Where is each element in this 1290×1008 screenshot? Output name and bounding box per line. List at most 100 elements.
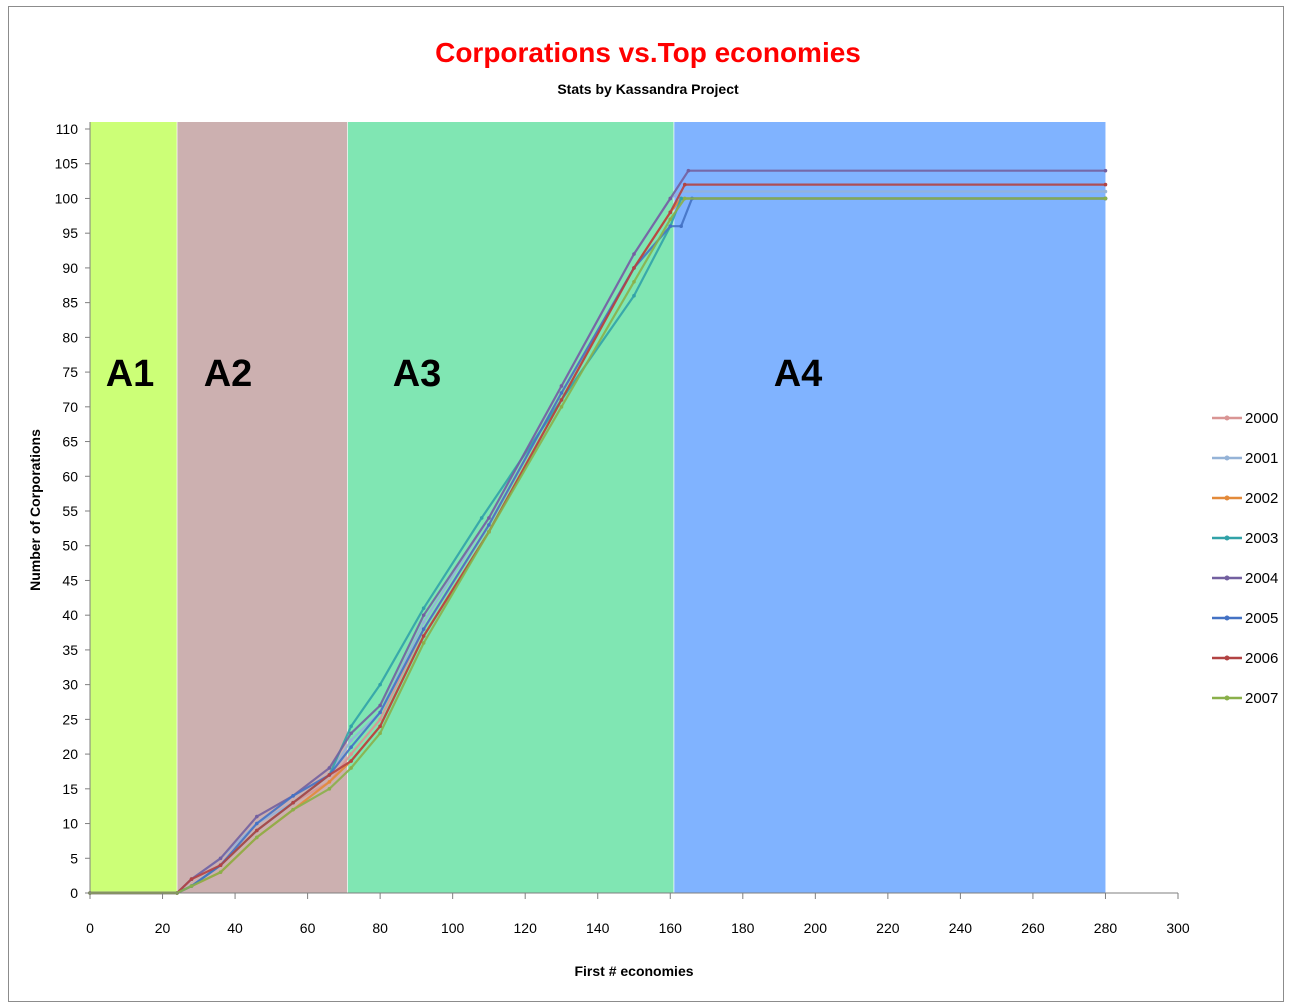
legend-label-2001: 2001 — [1245, 450, 1278, 467]
series-point-2004 — [349, 731, 353, 736]
legend-marker-2001 — [1224, 455, 1230, 461]
series-point-2005 — [421, 627, 426, 631]
series-point-2007 — [189, 884, 194, 888]
x-tick-label: 100 — [441, 920, 465, 936]
chart-title: Corporations vs.Top economies — [435, 37, 861, 68]
legend-marker-2000 — [1224, 415, 1230, 421]
region-label-a2: A2 — [204, 353, 253, 395]
legend-marker-2002 — [1224, 495, 1230, 501]
series-point-2005 — [668, 224, 673, 229]
series-point-2005 — [349, 745, 353, 749]
series-point-2002 — [327, 780, 332, 784]
series-point-2005 — [255, 821, 259, 826]
series-point-2003 — [479, 516, 484, 520]
series-point-2003 — [632, 293, 636, 298]
region-label-a3: A3 — [393, 353, 442, 395]
series-point-2006 — [349, 759, 353, 763]
y-tick-label: 85 — [62, 295, 78, 311]
y-tick-label: 100 — [55, 190, 79, 206]
series-point-2005 — [291, 793, 295, 798]
y-tick-label: 20 — [62, 746, 78, 762]
region-label-a1: A1 — [106, 353, 155, 395]
series-point-2001 — [349, 738, 353, 742]
x-tick-label: 120 — [514, 920, 538, 936]
legend-label-2004: 2004 — [1245, 570, 1278, 587]
series-point-2004 — [327, 766, 332, 770]
y-tick-label: 40 — [62, 607, 78, 623]
series-point-2004 — [632, 252, 636, 256]
y-tick-label: 0 — [70, 885, 78, 901]
region-a3 — [347, 122, 674, 893]
legend-label-2006: 2006 — [1245, 650, 1278, 667]
y-tick-label: 25 — [62, 711, 78, 727]
series-point-2006 — [378, 724, 382, 729]
series-point-2007 — [327, 787, 332, 791]
series-point-2007 — [378, 731, 382, 736]
y-tick-label: 95 — [62, 225, 78, 241]
series-point-2006 — [682, 182, 687, 187]
series-point-2004 — [668, 196, 673, 201]
legend-label-2000: 2000 — [1245, 410, 1278, 427]
x-tick-label: 80 — [372, 920, 388, 936]
legend-label-2007: 2007 — [1245, 690, 1278, 707]
x-axis-label: First # economies — [574, 963, 693, 979]
x-tick-label: 240 — [949, 920, 973, 936]
series-point-2005 — [679, 224, 683, 229]
series-point-2003 — [679, 196, 683, 201]
y-tick-label: 45 — [62, 572, 78, 588]
series-point-2005 — [487, 523, 491, 527]
series-point-2000 — [378, 717, 382, 722]
x-tick-label: 280 — [1094, 920, 1118, 936]
x-tick-label: 160 — [659, 920, 683, 936]
y-tick-label: 75 — [62, 364, 78, 380]
series-point-2005 — [559, 391, 564, 395]
region-a4 — [673, 122, 1106, 893]
region-a2 — [177, 122, 348, 893]
series-point-2007 — [291, 807, 295, 812]
series-point-2007 — [1103, 196, 1108, 201]
legend-marker-2007 — [1224, 695, 1230, 701]
series-point-2007 — [349, 766, 353, 770]
series-point-2006 — [327, 773, 332, 777]
series-point-2007 — [255, 835, 259, 840]
x-tick-label: 140 — [586, 920, 610, 936]
series-point-2007 — [682, 196, 687, 201]
x-tick-label: 260 — [1021, 920, 1045, 936]
y-tick-label: 5 — [70, 850, 78, 866]
y-tick-label: 80 — [62, 329, 78, 345]
x-tick-label: 200 — [804, 920, 828, 936]
series-point-2006 — [218, 863, 223, 868]
series-point-2003 — [349, 724, 353, 729]
y-tick-label: 30 — [62, 677, 78, 693]
x-tick-label: 300 — [1166, 920, 1190, 936]
series-point-2005 — [378, 710, 382, 715]
region-a1 — [90, 122, 178, 893]
series-line-2006 — [90, 183, 1106, 895]
series-point-2000 — [349, 752, 353, 756]
series-point-2007 — [632, 280, 636, 284]
y-tick-label: 15 — [62, 781, 78, 797]
region-layer — [90, 122, 1106, 893]
series-point-2007 — [421, 641, 426, 645]
series-point-2007 — [668, 217, 673, 222]
legend-marker-2004 — [1224, 575, 1230, 581]
y-tick-label: 35 — [62, 642, 78, 658]
x-tick-label: 40 — [227, 920, 243, 936]
x-tick-label: 60 — [300, 920, 316, 936]
series-line-2004 — [90, 169, 1106, 895]
series-point-2004 — [487, 516, 491, 520]
y-tick-label: 110 — [56, 121, 79, 137]
series-point-2007 — [218, 870, 223, 874]
series-point-2004 — [559, 384, 564, 388]
series-point-2003 — [421, 606, 426, 611]
series-point-2006 — [255, 828, 259, 833]
y-tick-label: 10 — [62, 816, 78, 832]
y-tick-label: 90 — [62, 260, 78, 276]
series-point-2004 — [218, 856, 223, 861]
series-point-2004 — [255, 814, 259, 819]
series-point-2004 — [421, 613, 426, 617]
x-tick-label: 180 — [731, 920, 755, 936]
series-point-2007 — [487, 530, 491, 534]
legend: 2000 2001 2002 2003 2004 2005 2006 2007 — [1212, 410, 1278, 707]
region-label-layer: A1 A2 A3 A4 — [106, 353, 823, 395]
